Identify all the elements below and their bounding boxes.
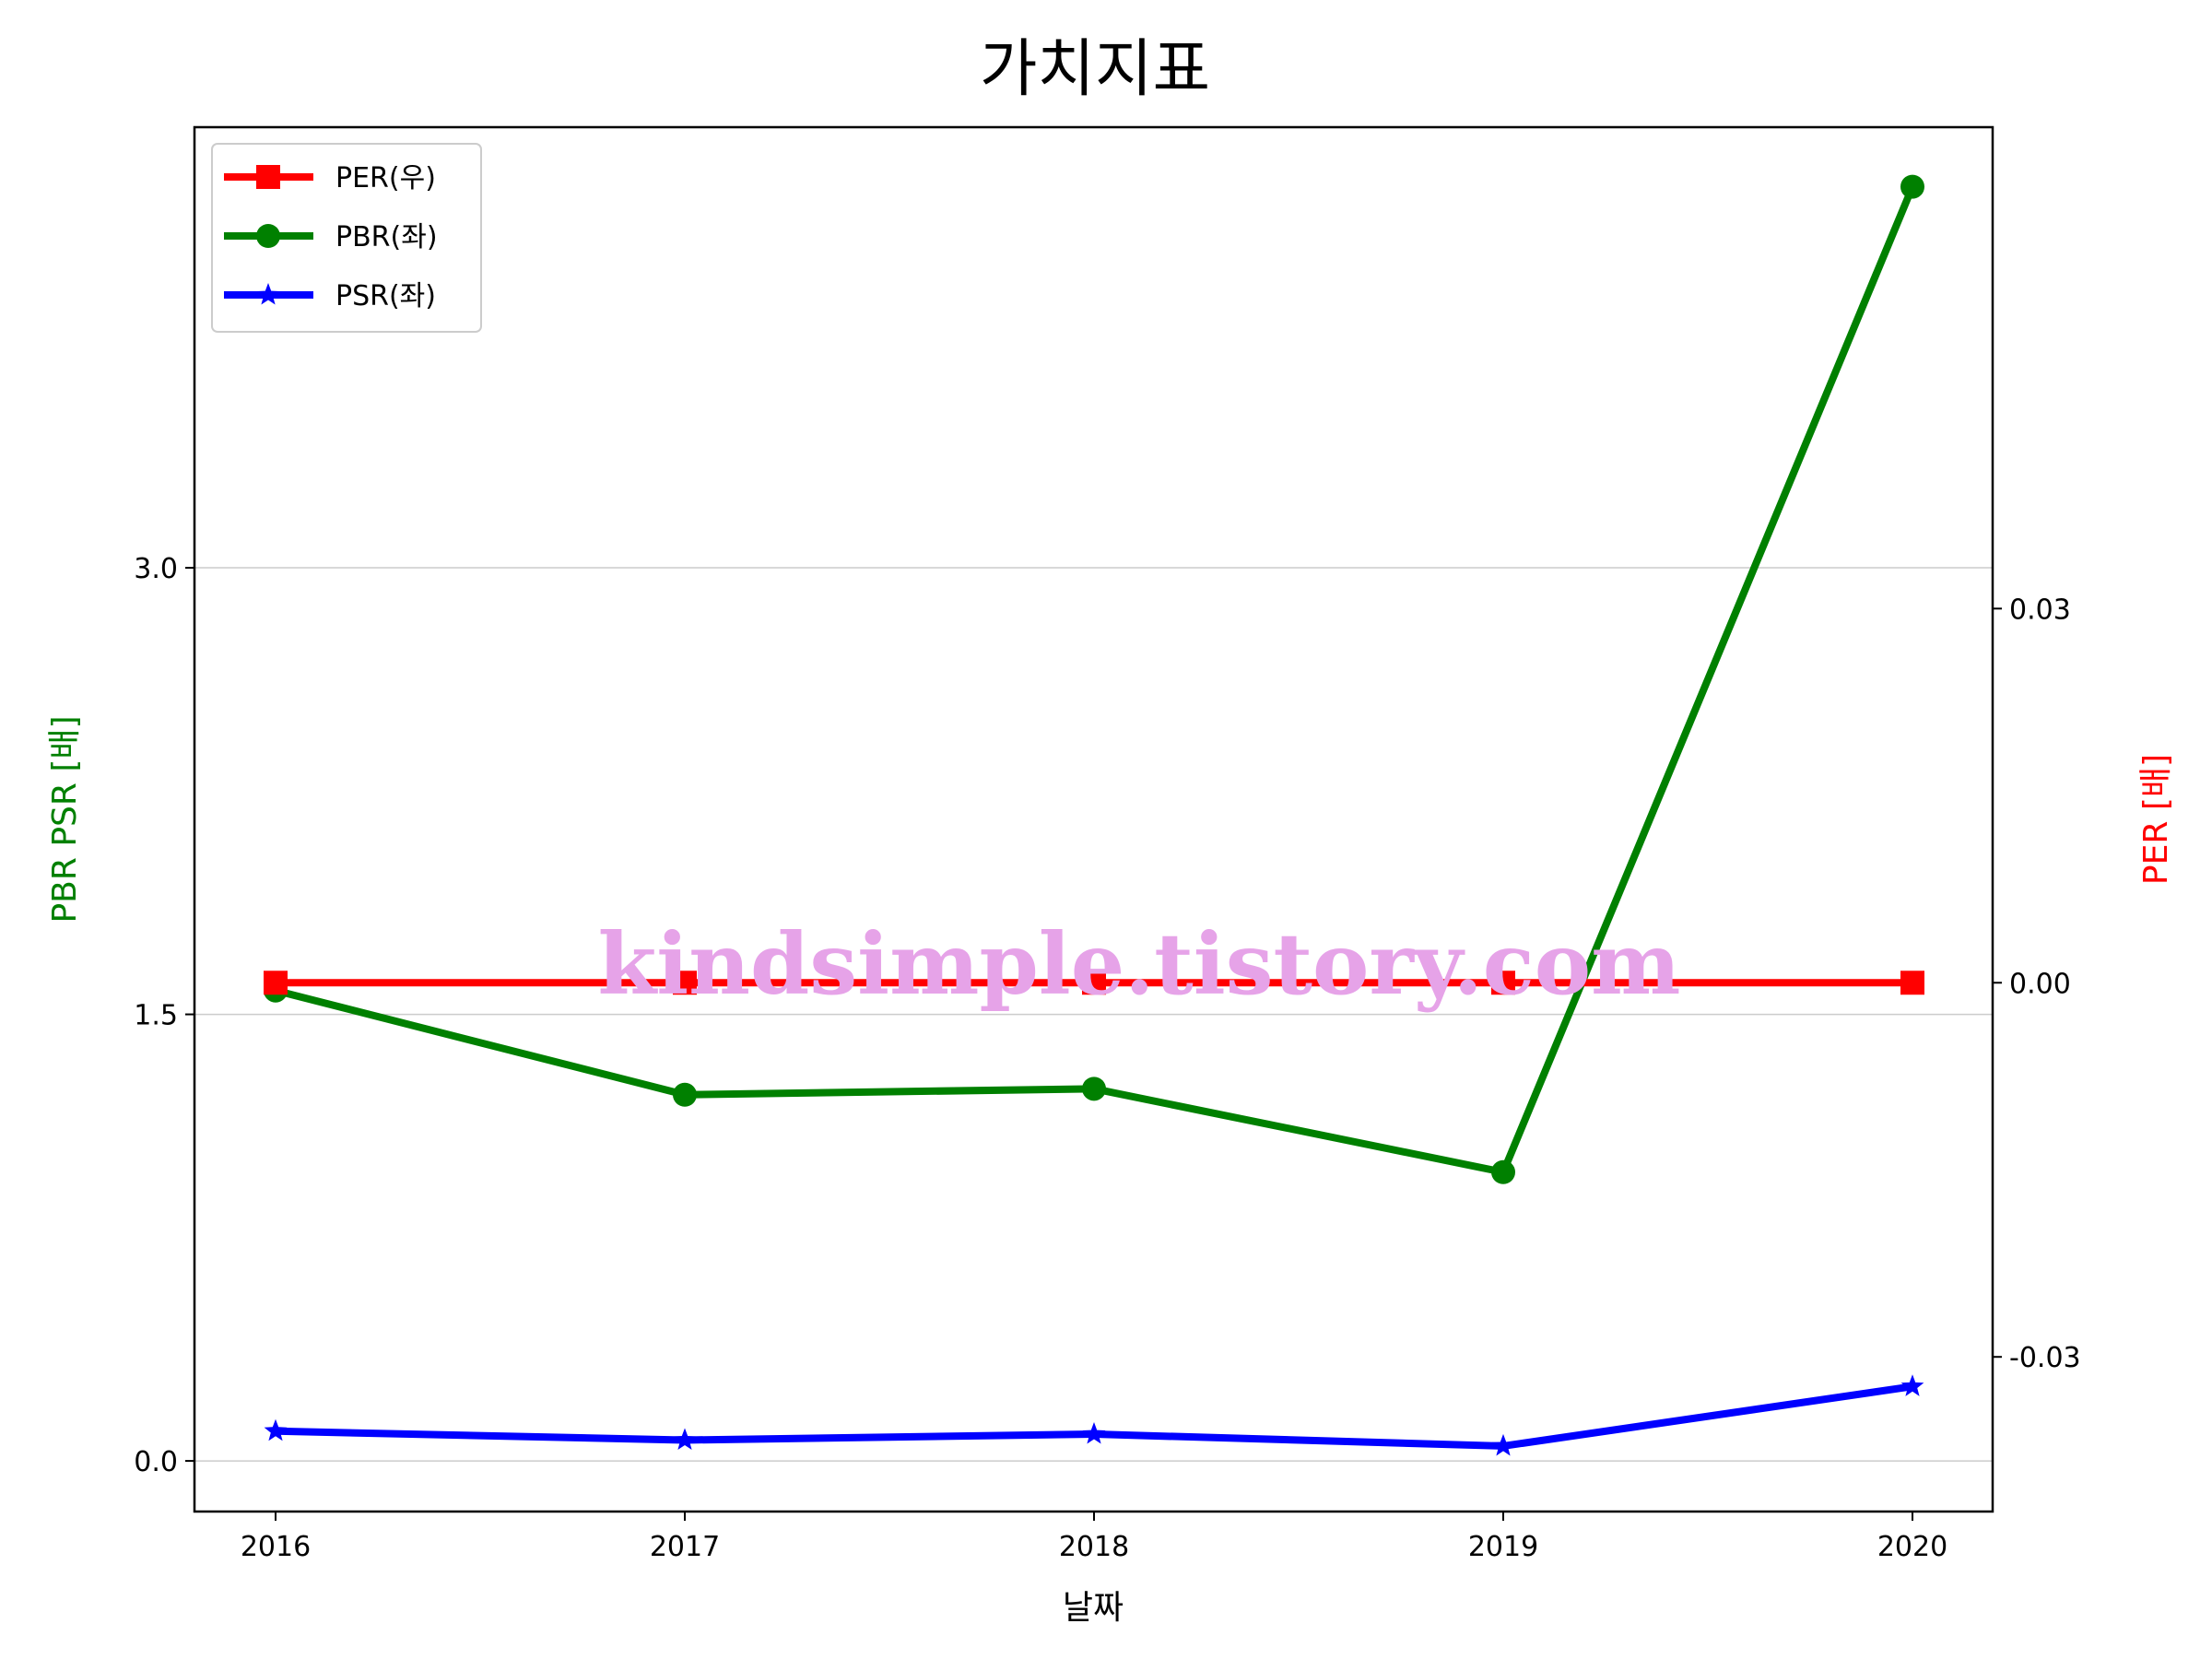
legend-box (211, 143, 482, 333)
legend-entry: PBR(좌) (224, 221, 438, 253)
x-tick-label: 2018 (1059, 1531, 1129, 1563)
y-right-tick-label: 0.00 (2009, 968, 2071, 1000)
gridlines (194, 567, 1993, 1462)
axes: 0.0 1.5 3.0 -0.03 0.00 0.03 2016 2017 2018 2019 20… (134, 553, 2080, 1563)
legend-label: PER(우) (335, 162, 436, 194)
data-point (1082, 971, 1106, 995)
watermark-text: kindsimple.tistory.com (597, 914, 1680, 1014)
legend-swatch-marker (256, 165, 280, 189)
legend-swatch-marker (256, 283, 280, 305)
x-tick-label: 2016 (241, 1531, 311, 1563)
data-point (1491, 1159, 1515, 1184)
data-point (264, 1418, 288, 1441)
x-axis-label: 날짜 (1063, 1589, 1124, 1627)
data-point (1900, 1374, 1924, 1396)
legend-label: PBR(좌) (335, 221, 438, 253)
y-axis-left-label: PBR PSR [배] (46, 715, 84, 923)
y-left-tick-label: 3.0 (134, 553, 178, 585)
y-axis-right-label: PER [배] (2137, 754, 2175, 885)
data-point (673, 971, 697, 995)
y-left-tick-label: 0.0 (134, 1446, 178, 1478)
series-circle (264, 174, 1924, 1184)
data-point (264, 971, 288, 995)
y-left-tick-label: 1.5 (134, 1000, 178, 1032)
legend-label: PSR(좌) (335, 280, 436, 312)
series-line (275, 185, 1916, 1176)
data-point (1900, 174, 1924, 199)
data-point (673, 1082, 697, 1107)
legend: PER(우) PBR(좌) PSR(좌) (211, 143, 482, 333)
series-group (264, 174, 1924, 1456)
chart-title: 가치지표 (980, 33, 1210, 106)
legend-entry: PER(우) (224, 162, 436, 194)
data-point (1082, 1422, 1106, 1444)
x-tick-label: 2017 (650, 1531, 720, 1563)
y-right-tick-label: -0.03 (2009, 1342, 2081, 1374)
x-tick-label: 2020 (1877, 1531, 1947, 1563)
legend-entry: PSR(좌) (224, 280, 436, 312)
series-square (264, 971, 1924, 995)
data-point (673, 1428, 697, 1450)
data-point (1491, 971, 1515, 995)
y-right-tick-label: 0.03 (2009, 594, 2071, 626)
data-point (1082, 1077, 1106, 1101)
legend-swatch-marker (256, 224, 280, 248)
data-point (1900, 971, 1924, 995)
plot-frame (193, 125, 1994, 1513)
x-tick-label: 2019 (1468, 1531, 1538, 1563)
data-point (1491, 1433, 1515, 1456)
series-star (264, 1374, 1924, 1456)
